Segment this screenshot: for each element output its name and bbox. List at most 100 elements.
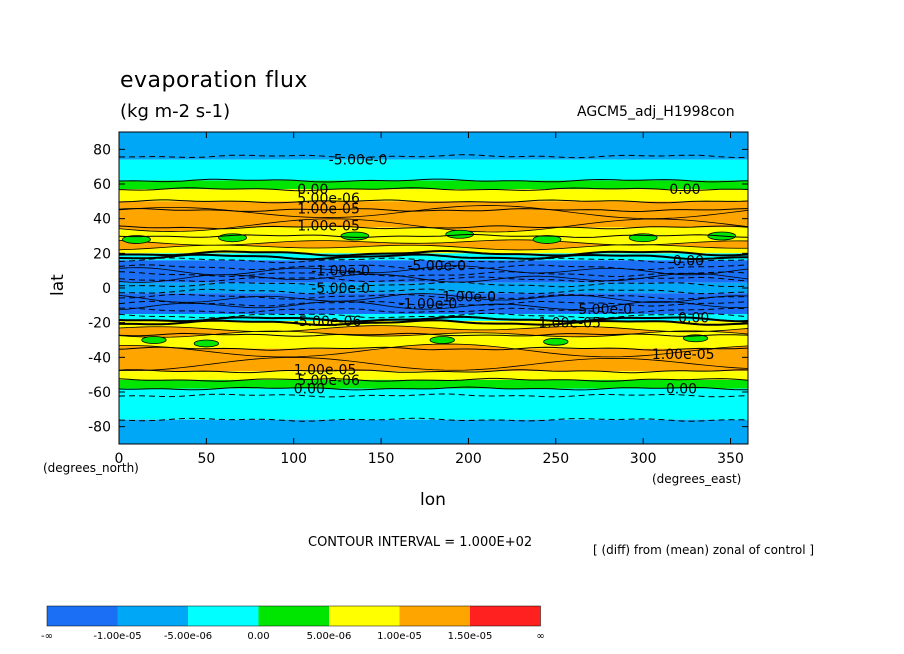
contour-line-4	[118, 207, 749, 213]
contour-line-0	[118, 154, 749, 159]
green-patch-north-2	[340, 231, 370, 241]
contour-label-14: 1.00e-05	[538, 316, 601, 332]
y-tick-label-2: 40	[93, 212, 111, 228]
colorbar-frame	[46, 605, 541, 627]
contour-label-5: 0.00	[669, 182, 700, 198]
contour-line-21	[118, 332, 749, 337]
x-axis-label: lon	[420, 490, 446, 510]
colorbar-swatch-2	[188, 606, 259, 626]
colorbar-label-0: -∞	[41, 631, 53, 642]
contour-label-12: -5.00e-0	[573, 302, 632, 318]
green-patch-north-4	[532, 235, 562, 244]
x-tick-label-1: 50	[197, 451, 215, 467]
colorbar-label-7: ∞	[536, 631, 544, 642]
contour-line-6	[118, 234, 749, 238]
x-tick-label-2: 100	[280, 451, 307, 467]
contour-label-1: 0.00	[297, 182, 328, 198]
y-tick-label-8: -80	[88, 420, 111, 436]
contour-line-16	[118, 300, 749, 307]
x-tick-label-0: 0	[115, 451, 124, 467]
contour-line-14	[119, 288, 749, 295]
run-label: AGCM5_adj_H1998con	[577, 104, 735, 120]
colorbar-swatch-0	[47, 606, 118, 626]
chart-subtitle: (kg m-2 s-1)	[120, 101, 231, 122]
contour-label-9: -5.00e-0	[311, 281, 370, 297]
contour-label-16: 1.00e-05	[652, 347, 715, 363]
contour-label-2: 5.00e-06	[297, 191, 360, 207]
contour-line-27	[118, 417, 749, 422]
contour-line-2	[118, 187, 749, 192]
contour-label-13: -5.00e-06	[294, 314, 362, 330]
contour-line-8	[118, 253, 749, 261]
colorbar-label-5: 1.00e-05	[377, 631, 422, 642]
contour-label-7: -1.00e-0	[311, 264, 370, 280]
contour-label-19: 0.00	[294, 382, 325, 398]
colorbar-label-3: 0.00	[247, 631, 269, 642]
contour-line-24	[118, 377, 749, 382]
contour-line-20	[119, 319, 749, 326]
contour-label-3: 1.00e-05	[297, 201, 360, 217]
zonal-band-4	[119, 201, 748, 210]
contour-line-12	[118, 276, 749, 283]
colorbar-label-2: -5.00e-06	[164, 631, 212, 642]
green-patch-south-0	[141, 336, 167, 344]
contour-label-6: 0.00	[673, 253, 704, 269]
zonal-band-8	[119, 253, 748, 261]
zonal-band-3	[119, 189, 748, 202]
zonal-band-17	[119, 379, 748, 389]
y-tick-label-1: 60	[93, 177, 111, 193]
contour-line-26	[118, 393, 749, 398]
colorbar-label-1: -1.00e-05	[93, 631, 141, 642]
contour-label-17: 1.00e-05	[294, 362, 357, 378]
y-tick-label-4: 0	[102, 281, 111, 297]
contour-line-25	[118, 386, 748, 391]
x-tick-label-6: 300	[630, 451, 657, 467]
contour-line-1	[118, 178, 749, 183]
x-tick-label-4: 200	[455, 451, 482, 467]
contour-label-18: 5.00e-06	[297, 373, 360, 389]
colorbar-label-6: 1.50e-05	[448, 631, 493, 642]
contour-line-22	[118, 346, 749, 351]
contour-line-23	[118, 369, 749, 374]
colorbar-swatch-5	[399, 606, 470, 626]
colorbar-label-4: 5.00e-06	[307, 631, 352, 642]
zonal-band-16	[119, 371, 748, 380]
green-patch-south-2	[429, 336, 455, 344]
contour-line-10	[118, 264, 749, 271]
x-units-label: (degrees_east)	[652, 472, 742, 486]
y-units-label: (degrees_north)	[43, 461, 139, 475]
contour-line-7	[118, 250, 749, 257]
y-tick-label-3: 20	[93, 246, 111, 262]
contour-label-4: 1.00e-05	[297, 219, 360, 235]
contour-label-10: -1.00e-0	[399, 297, 458, 313]
zonal-band-10	[119, 282, 748, 294]
colorbar-swatch-3	[258, 606, 329, 626]
x-tick-label-3: 150	[368, 451, 395, 467]
y-tick-label-6: -40	[88, 350, 111, 366]
zonal-band-6	[119, 227, 748, 236]
x-tick-label-5: 250	[542, 451, 569, 467]
contour-line-13	[119, 281, 749, 288]
contour-line-19	[118, 315, 749, 323]
contour-label-0: -5.00e-0	[329, 153, 388, 169]
x-tick-label-7: 350	[717, 451, 744, 467]
contour-line-11	[118, 271, 749, 278]
comparison-note: [ (diff) from (mean) zonal of control ]	[593, 543, 815, 557]
colorbar-swatch-6	[470, 606, 541, 626]
contour-line-15	[119, 293, 749, 300]
contour-line-9	[118, 257, 749, 264]
y-tick-label-5: -20	[88, 316, 111, 332]
y-tick-label-7: -60	[88, 385, 111, 401]
contour-label-15: 0.00	[678, 310, 709, 326]
contour-label-20: 0.00	[666, 382, 697, 398]
y-tick-label-0: 80	[93, 142, 111, 158]
contour-interval-label: CONTOUR INTERVAL = 1.000E+02	[308, 535, 533, 550]
zonal-band-18	[119, 388, 748, 420]
chart-title: evaporation flux	[120, 68, 308, 93]
green-patch-south-1	[193, 339, 219, 348]
green-patch-north-0	[122, 235, 151, 244]
contour-label-11: 1.00e-0	[442, 290, 496, 306]
contour-line-17	[118, 307, 749, 314]
contour-label-8: -5.00e-0	[407, 258, 466, 274]
